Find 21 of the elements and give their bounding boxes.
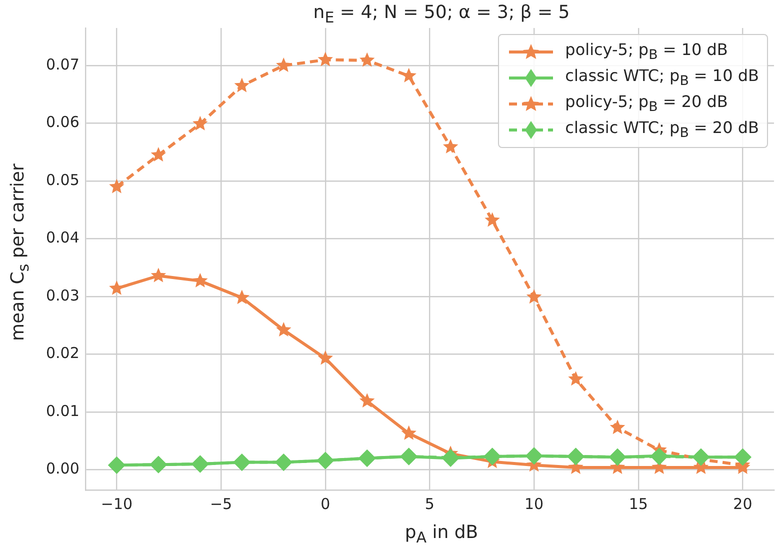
y-tick-label: 0.00 xyxy=(46,460,80,478)
x-tick-label: 5 xyxy=(424,494,434,513)
x-axis-title: p$_{A}$ in dB xyxy=(404,522,480,547)
x-tick-label: 0 xyxy=(320,494,330,513)
y-tick-label: 0.04 xyxy=(46,228,80,247)
y-tick-label: 0.03 xyxy=(46,286,80,304)
x-tick-label: 20 xyxy=(733,494,752,513)
legend-label: classic WTC; p$_{B}$ = 20 dB xyxy=(565,118,759,142)
legend-label: policy-5; p$_{B}$ = 20 dB xyxy=(565,92,728,116)
y-tick-label: 0.02 xyxy=(46,344,80,362)
y-tick-label: 0.01 xyxy=(46,402,80,420)
x-tick-label: −5 xyxy=(210,494,232,513)
chart-title: n$_{E}$ = 4; N = 50; α = 3; β = 5 xyxy=(312,2,571,27)
x-tick-label: 15 xyxy=(628,494,648,513)
x-tick-label: 10 xyxy=(524,494,544,513)
x-tick-label: −10 xyxy=(100,494,133,513)
legend-label: policy-5; p$_{B}$ = 10 dB xyxy=(565,40,728,64)
y-tick-label: 0.07 xyxy=(46,55,80,74)
y-tick-label: 0.05 xyxy=(46,170,80,189)
y-tick-label: 0.06 xyxy=(46,113,80,132)
legend-label: classic WTC; p$_{B}$ = 10 dB xyxy=(565,66,759,90)
